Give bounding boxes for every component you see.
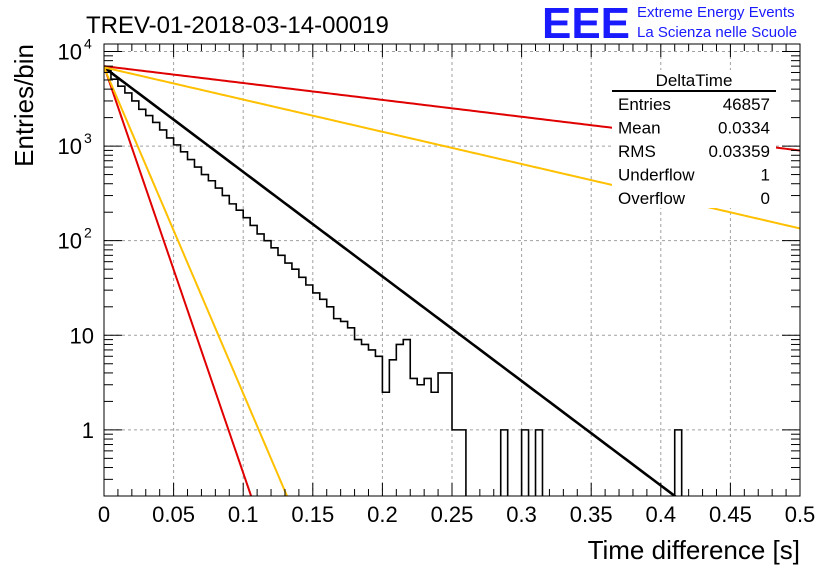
logo-line1: Extreme Energy Events [637, 4, 795, 21]
x-tick-label: 0.4 [646, 502, 677, 527]
logo-line2: La Scienza nelle Scuole [637, 24, 797, 41]
fit-curve [104, 66, 677, 496]
stats-row-label: Overflow [618, 189, 686, 208]
stats-box-title: DeltaTime [656, 71, 733, 90]
y-tick-label-exponent: 2 [84, 225, 92, 241]
stats-row-label: RMS [618, 142, 656, 161]
y-tick-label: 10 [58, 134, 82, 159]
axis-ticks [103, 44, 801, 497]
stats-row-label: Underflow [618, 166, 695, 185]
y-tick-label: 10 [58, 229, 82, 254]
x-tick-label: 0.2 [367, 502, 398, 527]
stats-row-value: 1 [761, 166, 770, 185]
x-tick-label: 0.35 [570, 502, 613, 527]
x-tick-label: 0.25 [431, 502, 474, 527]
logo-mark: EEE [542, 0, 630, 48]
stats-row-value: 0.03359 [709, 142, 770, 161]
x-tick-label: 0.1 [228, 502, 259, 527]
x-tick-label: 0.05 [152, 502, 195, 527]
x-tick-label: 0.15 [291, 502, 334, 527]
fit-curve [104, 66, 289, 496]
x-tick-labels: 0 0.05 0.1 0.15 0.2 0.25 0.3 0.35 0.4 0.45 0.5 [98, 502, 815, 527]
stats-row-label: Entries [618, 95, 671, 114]
x-axis-label: Time difference [s] [588, 535, 800, 565]
y-tick-label: 10 [58, 39, 82, 64]
histogram-layer [104, 69, 683, 496]
y-axis-label: Entries/bin [9, 44, 39, 167]
stats-row-value: 0.0334 [718, 119, 770, 138]
stats-row-value: 0 [761, 189, 770, 208]
x-tick-label: 0.45 [709, 502, 752, 527]
stats-row-label: Mean [618, 119, 661, 138]
stats-row-value: 46857 [723, 95, 770, 114]
histogram-outline [104, 69, 683, 496]
x-tick-label: 0 [98, 502, 110, 527]
y-tick-label-exponent: 3 [84, 130, 92, 146]
stats-box: DeltaTime Entries 46857 Mean 0.0334 RMS 0.033… [612, 70, 776, 208]
chart-title: TREV-01-2018-03-14-00019 [86, 12, 389, 39]
y-tick-label: 1 [82, 418, 94, 443]
eee-logo: EEE Extreme Energy Events La Scienza nel… [542, 0, 797, 48]
x-tick-label: 0.3 [506, 502, 537, 527]
x-tick-label: 0.5 [785, 502, 816, 527]
y-tick-label-exponent: 4 [84, 35, 92, 51]
y-tick-label: 10 [70, 323, 94, 348]
fit-curve [104, 65, 253, 496]
